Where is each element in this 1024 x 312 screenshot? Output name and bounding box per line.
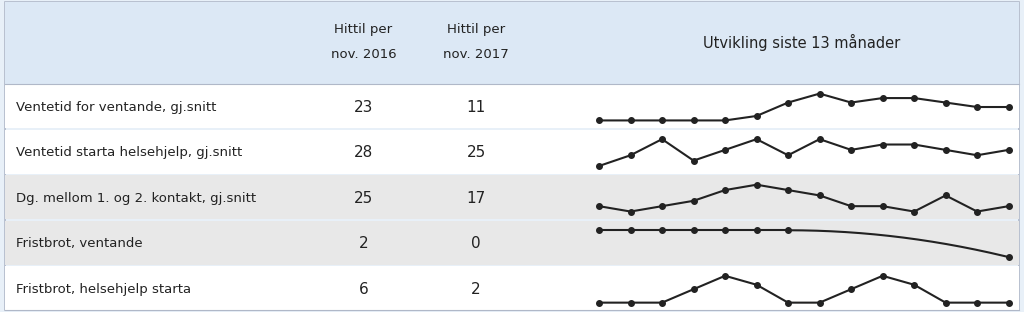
Text: 23: 23 xyxy=(354,100,373,115)
Text: 2: 2 xyxy=(471,282,481,297)
Text: Dg. mellom 1. og 2. kontakt, gj.snitt: Dg. mellom 1. og 2. kontakt, gj.snitt xyxy=(16,192,256,205)
Text: Ventetid for ventande, gj.snitt: Ventetid for ventande, gj.snitt xyxy=(16,100,217,114)
Text: 28: 28 xyxy=(354,145,373,160)
Text: Utvikling siste 13 månader: Utvikling siste 13 månader xyxy=(702,34,900,51)
Text: nov. 2016: nov. 2016 xyxy=(331,48,396,61)
Text: 2: 2 xyxy=(358,236,369,251)
Bar xyxy=(5,266,1019,310)
Text: Hittil per: Hittil per xyxy=(447,23,505,36)
Text: Ventetid starta helsehjelp, gj.snitt: Ventetid starta helsehjelp, gj.snitt xyxy=(16,146,243,159)
Text: Fristbrot, helsehjelp starta: Fristbrot, helsehjelp starta xyxy=(16,283,191,296)
Bar xyxy=(5,130,1019,174)
Bar xyxy=(5,2,1019,84)
Bar xyxy=(5,84,1019,128)
Bar xyxy=(5,221,1019,265)
Text: 11: 11 xyxy=(467,100,485,115)
Text: 0: 0 xyxy=(471,236,481,251)
Text: 6: 6 xyxy=(358,282,369,297)
Text: Hittil per: Hittil per xyxy=(335,23,392,36)
Text: Fristbrot, ventande: Fristbrot, ventande xyxy=(16,237,143,250)
Bar xyxy=(5,175,1019,219)
Text: 25: 25 xyxy=(467,145,485,160)
Text: 25: 25 xyxy=(354,191,373,206)
Text: 17: 17 xyxy=(467,191,485,206)
Text: nov. 2017: nov. 2017 xyxy=(443,48,509,61)
